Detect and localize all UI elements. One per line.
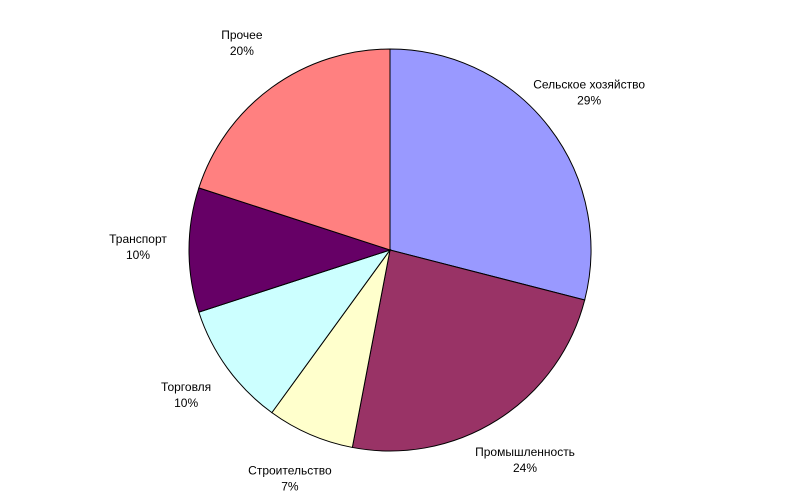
slice-label: Транспорт [109,232,167,246]
slice-value-label: 29% [577,94,601,108]
pie-slice [198,48,391,251]
slice-value-label: 20% [230,44,254,58]
pie-slice [389,48,592,301]
slice-value-label: 10% [126,248,150,262]
slice-label: Сельское хозяйство [533,78,645,92]
slice-label: Прочее [221,28,263,42]
pie-slice [188,187,392,313]
slice-value-label: 10% [174,396,198,410]
slice-label: Промышленность [475,445,575,459]
slice-value-label: 7% [281,479,299,493]
pie-slice [198,249,392,414]
slice-value-label: 24% [513,461,537,475]
slice-label: Торговля [161,380,211,394]
pie-slice [351,249,586,452]
slice-label: Строительство [248,463,332,477]
